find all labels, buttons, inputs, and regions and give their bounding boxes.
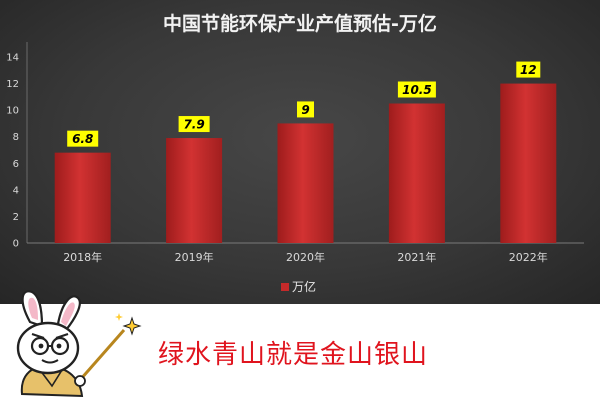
data-label: 7.9 [183, 118, 204, 132]
y-tick-label: 6 [13, 159, 19, 170]
legend-label: 万亿 [292, 279, 316, 294]
data-label-bg [297, 101, 314, 118]
x-tick-label: 2018年 [63, 250, 102, 264]
legend-swatch [281, 283, 289, 291]
x-tick-label: 2021年 [397, 250, 436, 264]
data-label: 12 [520, 63, 537, 77]
y-tick-label: 10 [6, 106, 19, 117]
data-labels-group: 6.8 7.9 9 10.5 12 [67, 61, 541, 147]
legend: 万亿 [281, 279, 316, 294]
x-tick-label: 2019年 [175, 250, 214, 264]
bars-group [54, 83, 557, 243]
bar-0 [54, 152, 111, 243]
y-tick-label: 4 [13, 185, 19, 196]
y-tick-label: 8 [13, 132, 19, 143]
bar-4 [500, 83, 557, 243]
chart-title: 中国节能环保产业产值预估-万亿 [163, 12, 437, 35]
rabbit-mascot-icon [16, 290, 142, 398]
y-tick-label: 0 [13, 239, 19, 250]
y-tick-label: 12 [6, 79, 19, 90]
chart-panel: 中国节能环保产业产值预估-万亿 0 2 4 6 8 10 12 14 2018年 2019年 20… [0, 0, 600, 304]
slogan-text: 绿水青山就是金山银山 [158, 340, 429, 370]
y-tick-label: 14 [6, 53, 19, 64]
footer-area [0, 304, 600, 400]
data-label: 6.8 [72, 132, 93, 146]
data-label: 10.5 [402, 83, 432, 97]
data-label-bg [67, 130, 99, 147]
x-tick-label: 2022年 [509, 250, 548, 264]
bar-3 [388, 103, 445, 243]
data-label-bg [178, 116, 210, 133]
data-label: 9 [301, 103, 309, 117]
data-label-bg [397, 81, 436, 98]
bar-1 [166, 138, 223, 243]
x-axis-labels: 2018年 2019年 2020年 2021年 2022年 [63, 250, 548, 264]
x-tick-label: 2020年 [286, 250, 325, 264]
y-axis-ticks: 0 2 4 6 8 10 12 14 [6, 53, 19, 250]
data-label-bg [516, 61, 541, 78]
bar-2 [277, 123, 334, 243]
y-tick-label: 2 [13, 212, 19, 223]
